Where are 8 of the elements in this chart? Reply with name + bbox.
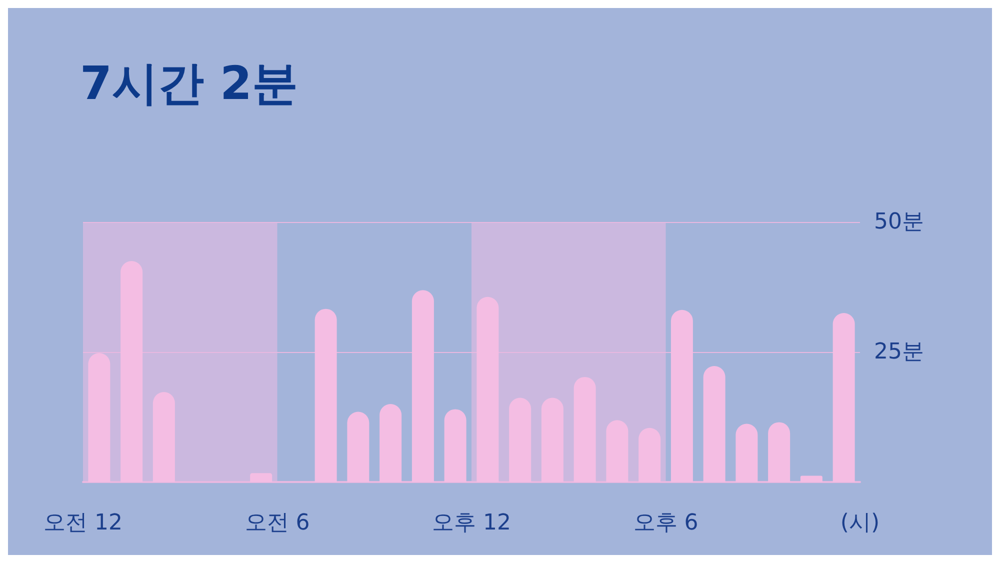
- x-tick-label: 오전 12: [44, 510, 122, 536]
- y-tick-label: 25분: [874, 340, 924, 364]
- x-tick-label: 오전 6: [244, 510, 310, 536]
- x-tick-label: 오후 12: [432, 510, 511, 536]
- chart-title: 7시간 2분: [80, 56, 298, 110]
- x-axis-title: (시): [840, 510, 880, 536]
- y-tick-label: 50분: [874, 210, 924, 234]
- x-tick-label: 오후 6: [633, 510, 698, 536]
